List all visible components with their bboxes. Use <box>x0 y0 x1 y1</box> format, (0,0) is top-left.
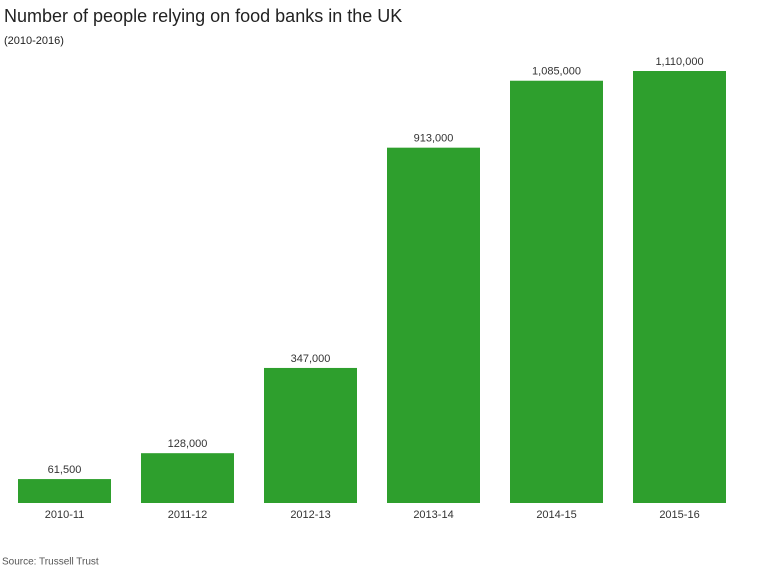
bar <box>387 147 480 503</box>
value-label: 128,000 <box>168 438 208 450</box>
value-label: 61,500 <box>48 464 82 476</box>
bar <box>141 453 234 503</box>
value-label: 1,110,000 <box>655 56 703 68</box>
source: Source: Trussell Trust <box>2 557 99 567</box>
value-label: 1,085,000 <box>532 66 581 78</box>
x-tick-label: 2010-11 <box>45 509 85 521</box>
x-tick-label: 2012-13 <box>290 509 330 521</box>
chart-subtitle: (2010-2016) <box>4 35 64 47</box>
value-label: 913,000 <box>414 133 454 145</box>
chart-title: Number of people relying on food banks i… <box>4 6 402 26</box>
bar <box>510 80 603 503</box>
bar <box>633 71 726 503</box>
x-tick-label: 2014-15 <box>536 509 576 521</box>
x-tick-label: 2013-14 <box>413 509 453 521</box>
x-tick-label: 2015-16 <box>659 509 699 521</box>
x-tick-label: 2011-12 <box>168 509 208 521</box>
bar <box>18 479 111 503</box>
bar <box>264 367 357 503</box>
value-label: 347,000 <box>291 353 331 365</box>
